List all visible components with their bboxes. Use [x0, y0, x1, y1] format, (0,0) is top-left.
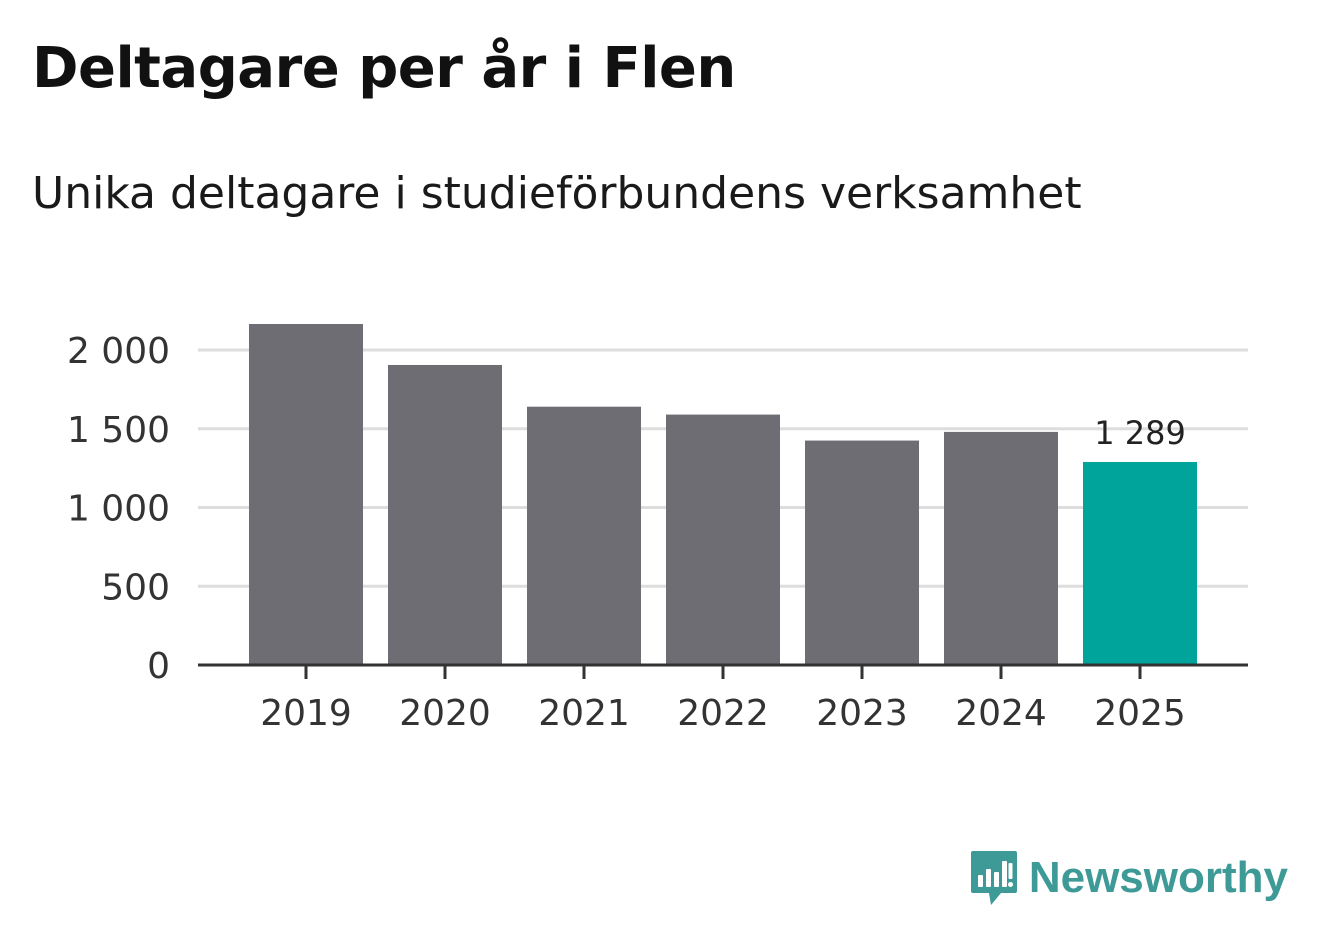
bar-2019 — [249, 324, 363, 665]
x-tick-label-2024: 2024 — [955, 693, 1047, 734]
x-axis-tick-labels: 2019 2020 2021 2022 2023 2024 2025 — [260, 693, 1186, 734]
bar-2023 — [805, 440, 919, 665]
newsworthy-logo-icon — [970, 851, 1017, 905]
x-tick-label-2022: 2022 — [677, 693, 769, 734]
x-tick-label-2023: 2023 — [816, 693, 908, 734]
bar-2021 — [527, 406, 641, 665]
y-axis-tick-labels: 0 500 1 000 1 500 2 000 — [67, 331, 170, 687]
newsworthy-brand: Newsworthy — [969, 849, 1288, 907]
data-labels: 1 289 — [1094, 414, 1186, 452]
bar-2025 — [1083, 461, 1197, 665]
brand-name: Newsworthy — [1028, 853, 1288, 902]
y-tick-label-500: 500 — [101, 567, 170, 608]
chart-title: Deltagare per år i Flen — [32, 36, 736, 101]
y-tick-label-1000: 1 000 — [67, 489, 170, 530]
bars — [249, 324, 1197, 665]
x-tick-label-2025: 2025 — [1094, 693, 1186, 734]
x-tick-label-2019: 2019 — [260, 693, 352, 734]
y-tick-label-2000: 2 000 — [67, 331, 170, 372]
x-axis — [198, 663, 1248, 679]
x-tick-label-2020: 2020 — [399, 693, 491, 734]
data-label-2025: 1 289 — [1094, 414, 1186, 452]
bar-2022 — [666, 414, 780, 665]
chart-subtitle: Unika deltagare i studieförbundens verks… — [32, 168, 1082, 219]
y-tick-label-1500: 1 500 — [67, 410, 170, 451]
y-tick-label-0: 0 — [147, 646, 170, 687]
bar-2020 — [388, 364, 502, 665]
x-tick-label-2021: 2021 — [538, 693, 630, 734]
bar-2024 — [944, 431, 1058, 665]
